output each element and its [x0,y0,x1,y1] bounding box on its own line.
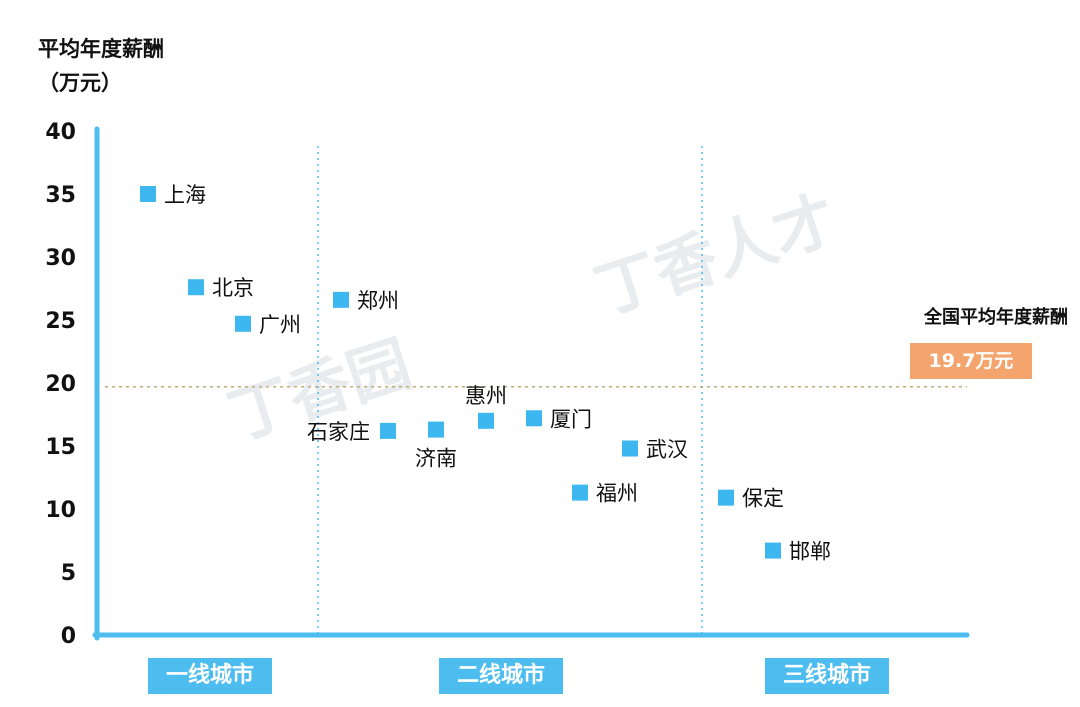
y-tick-label: 0 [61,624,76,649]
data-point [380,422,396,439]
data-point [235,315,251,332]
data-point [140,186,156,202]
national-average-badge: 19.7万元 [910,343,1032,379]
data-label: 保定 [742,487,784,511]
tier-label-1: 一线城市 [148,658,272,694]
y-tick-label: 5 [61,561,76,586]
data-point [526,410,542,427]
y-axis-title-line2: （万元） [38,71,122,95]
data-point [428,421,444,438]
y-axis-title-line1: 平均年度薪酬 [38,37,164,61]
data-label: 福州 [596,482,638,506]
y-tick-label: 20 [45,372,76,397]
data-point [622,440,638,457]
y-tick-label: 30 [45,246,76,271]
data-label: 厦门 [550,407,592,431]
data-label: 上海 [164,183,206,207]
data-point [765,542,781,559]
data-point [478,412,494,429]
data-label: 郑州 [357,289,399,313]
data-label: 惠州 [465,384,507,408]
data-label: 武汉 [646,438,688,462]
data-label: 济南 [415,447,457,471]
data-label: 石家庄 [307,420,370,444]
tier-label-3: 三线城市 [765,658,889,694]
national-average-label: 全国平均年度薪酬 [924,307,1068,328]
data-point [718,489,734,506]
data-label: 北京 [212,276,254,300]
y-axis-title: 平均年度薪酬 （万元） [38,32,164,100]
y-tick-label: 35 [45,183,76,208]
tier-label-2: 二线城市 [439,658,563,694]
data-label: 邯郸 [789,540,831,564]
y-tick-label: 25 [45,309,76,334]
data-point [333,291,349,308]
y-tick-label: 10 [45,498,76,523]
y-tick-label: 40 [45,120,76,145]
data-point [572,484,588,501]
y-tick-label: 15 [45,435,76,460]
data-label: 广州 [259,313,301,337]
data-point [188,279,204,296]
